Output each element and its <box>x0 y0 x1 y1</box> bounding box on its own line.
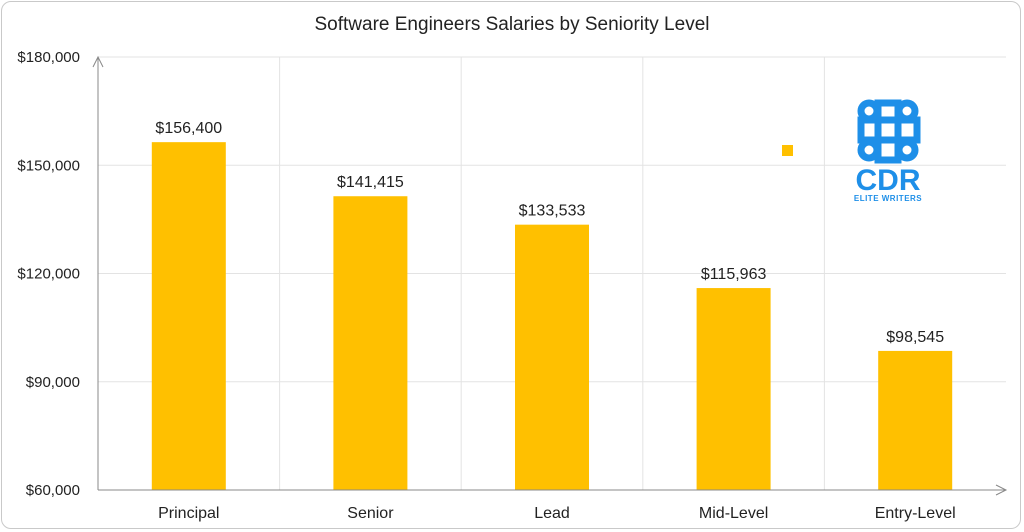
y-tick-label: $120,000 <box>17 266 80 283</box>
bar-lead <box>515 224 589 490</box>
category-labels: Principal Senior Lead Mid-Level Entry-Level <box>158 505 956 522</box>
y-tick-label: $180,000 <box>17 49 80 66</box>
command-key-icon <box>857 99 921 164</box>
bars <box>151 142 953 490</box>
x-axis-arrow <box>995 484 1008 496</box>
data-label: $141,415 <box>337 174 404 191</box>
logo-name: CDR <box>856 164 921 197</box>
x-category-label: Lead <box>534 505 570 522</box>
y-tick-label: $150,000 <box>17 157 80 174</box>
x-category-label: Mid-Level <box>699 505 768 522</box>
bar-mid-level <box>696 288 771 490</box>
x-category-label: Entry-Level <box>875 505 956 522</box>
axes <box>92 55 1008 496</box>
bar-senior <box>333 196 408 490</box>
y-tick-labels: $60,000 $90,000 $120,000 $150,000 $180,000 <box>17 49 80 499</box>
data-label: $156,400 <box>155 120 222 137</box>
data-label: $98,545 <box>886 329 944 346</box>
y-tick-label: $60,000 <box>26 482 80 499</box>
data-labels: $156,400 $141,415 $133,533 $115,963 $98,545 <box>155 120 944 346</box>
bar-principal <box>151 142 226 490</box>
data-label: $115,963 <box>701 266 767 283</box>
legend-marker <box>782 145 793 156</box>
x-category-label: Senior <box>347 505 394 522</box>
cdr-logo: CDR ELITE WRITERS <box>854 99 922 203</box>
logo-subtitle: ELITE WRITERS <box>854 194 922 203</box>
y-axis-arrow <box>92 55 104 68</box>
chart-title: Software Engineers Salaries by Seniority… <box>315 14 710 35</box>
bar-entry-level <box>878 350 953 490</box>
x-category-label: Principal <box>158 505 219 522</box>
y-tick-label: $90,000 <box>26 374 80 391</box>
data-label: $133,533 <box>519 203 586 220</box>
